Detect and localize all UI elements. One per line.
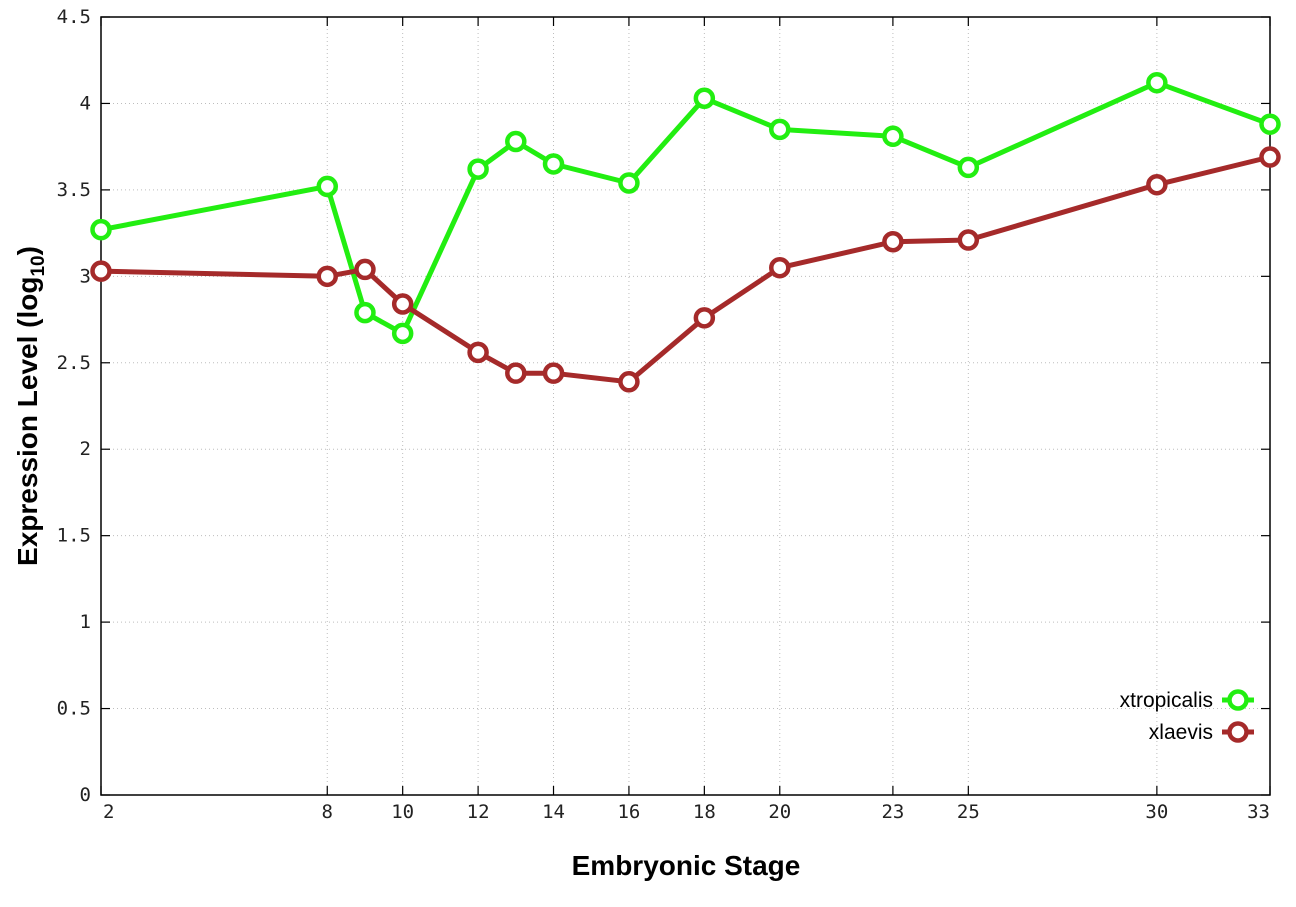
x-tick-label: 16 xyxy=(617,801,640,823)
data-point-xlaevis xyxy=(467,341,489,364)
data-point-xtropicalis xyxy=(316,175,339,198)
data-point-xlaevis xyxy=(391,293,414,315)
data-point-xtropicalis xyxy=(693,87,716,110)
legend-label-xlaevis: xlaevis xyxy=(1149,721,1213,744)
data-point-xtropicalis xyxy=(542,153,565,175)
plot-frame xyxy=(100,16,1271,796)
data-point-xlaevis xyxy=(618,371,640,393)
data-point-xtropicalis xyxy=(467,158,489,180)
legend-swatch-xlaevis xyxy=(1222,721,1254,743)
data-point-xtropicalis xyxy=(354,301,376,324)
y-axis-title-close: ) xyxy=(12,246,43,255)
legend-label-xtropicalis: xtropicalis xyxy=(1120,689,1213,712)
y-tick-label: 0.5 xyxy=(57,698,91,720)
y-tick-label: 2.5 xyxy=(57,352,91,374)
x-tick-label: 18 xyxy=(693,801,716,823)
y-tick-label: 2 xyxy=(80,438,91,460)
legend: xtropicalis xlaevis xyxy=(1120,689,1254,744)
legend-marker xyxy=(1227,721,1249,743)
data-point-xtropicalis xyxy=(1259,113,1281,135)
data-point-xlaevis xyxy=(542,362,565,384)
legend-marker xyxy=(1227,689,1249,711)
y-tick-label: 3 xyxy=(80,265,91,287)
axis-ticks: 0 0.5 1 1.5 2 2.5 3 3.5 4 4.5 2 8 10 12 14 16 18 20 23 25 30… xyxy=(57,6,1271,823)
data-point-xtropicalis xyxy=(505,130,527,153)
grid xyxy=(101,17,1270,795)
series-line-xtropicalis xyxy=(100,80,1271,336)
y-tick-label: 4 xyxy=(80,92,91,114)
data-point-xlaevis xyxy=(90,260,112,282)
y-axis-title-main: Expression Level (log xyxy=(12,277,43,566)
data-point-xtropicalis xyxy=(391,322,414,345)
data-point-xlaevis xyxy=(316,265,339,288)
data-point-xlaevis xyxy=(505,362,527,384)
series-xlaevis xyxy=(90,146,1281,393)
y-axis-title: Expression Level (log10) xyxy=(12,246,49,566)
y-tick-label: 0 xyxy=(80,784,91,806)
data-point-xlaevis xyxy=(882,231,904,253)
x-tick-label: 2 xyxy=(103,801,114,823)
data-point-xlaevis xyxy=(957,229,980,251)
x-tick-label: 12 xyxy=(467,801,490,823)
data-point-xtropicalis xyxy=(90,218,112,241)
data-point-xlaevis xyxy=(693,307,716,329)
series-layer xyxy=(90,71,1281,393)
data-point-xtropicalis xyxy=(1146,71,1168,94)
data-point-xtropicalis xyxy=(769,118,791,141)
data-point-xlaevis xyxy=(769,256,791,279)
data-point-xtropicalis xyxy=(618,172,640,194)
x-tick-label: 10 xyxy=(391,801,414,823)
data-point-xlaevis xyxy=(1259,146,1281,168)
x-tick-label: 25 xyxy=(957,801,980,823)
series-xtropicalis xyxy=(90,71,1281,345)
data-point-xlaevis xyxy=(1146,173,1168,196)
x-axis-title: Embryonic Stage xyxy=(572,850,801,881)
x-tick-label: 23 xyxy=(881,801,904,823)
y-tick-label: 4.5 xyxy=(57,6,91,28)
y-axis-title-subscript: 10 xyxy=(28,255,49,276)
y-tick-label: 1 xyxy=(80,611,91,633)
data-point-xtropicalis xyxy=(882,125,904,148)
x-tick-label: 14 xyxy=(542,801,565,823)
x-tick-label: 20 xyxy=(768,801,791,823)
legend-swatch-xtropicalis xyxy=(1222,689,1254,711)
x-tick-label: 33 xyxy=(1247,801,1270,823)
y-tick-label: 3.5 xyxy=(57,179,91,201)
x-tick-label: 30 xyxy=(1145,801,1168,823)
y-tick-label: 1.5 xyxy=(57,525,91,547)
x-tick-label: 8 xyxy=(322,801,333,823)
series-line-xlaevis xyxy=(100,154,1271,385)
data-point-xlaevis xyxy=(354,258,376,281)
data-point-xtropicalis xyxy=(957,156,980,179)
